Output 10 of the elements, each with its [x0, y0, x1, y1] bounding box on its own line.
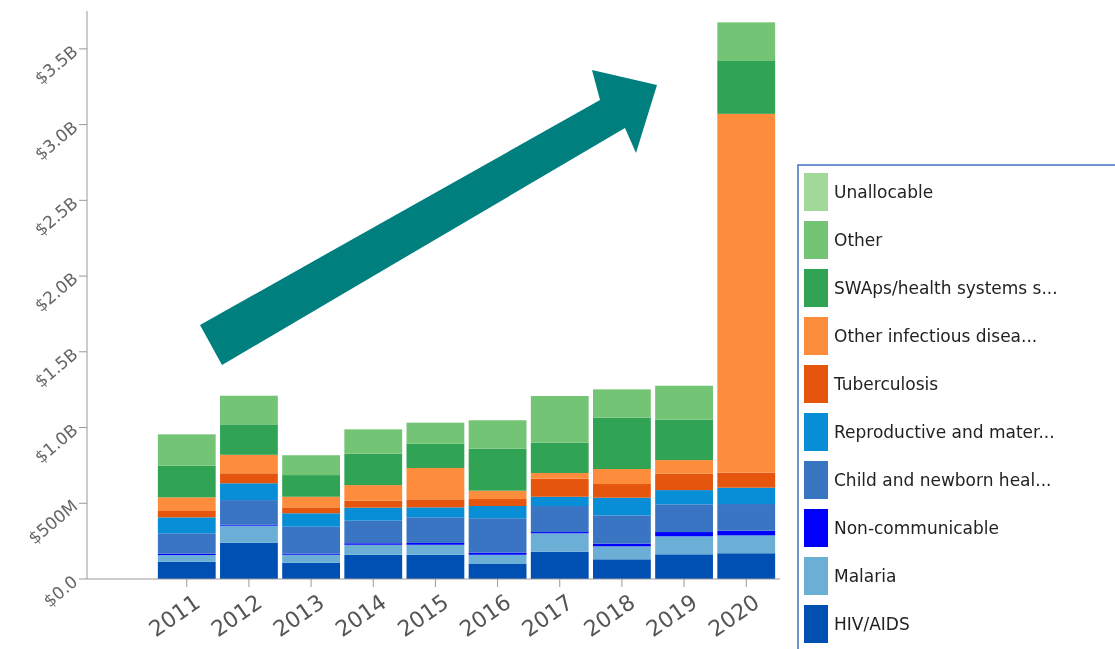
legend-label: Reproductive and mater...: [834, 421, 1055, 442]
legend-label: SWAps/health systems s...: [834, 277, 1058, 298]
legend-label: HIV/AIDS: [834, 613, 910, 634]
legend-label: Other: [834, 229, 883, 250]
legend-label: Malaria: [834, 565, 897, 586]
legend-label: Unallocable: [834, 181, 934, 202]
legend-label: Tuberculosis: [833, 373, 939, 394]
legend-label: Child and newborn heal...: [834, 469, 1052, 490]
legend-label: Other infectious disea...: [834, 325, 1038, 346]
legend-label: Non-communicable: [834, 517, 999, 538]
